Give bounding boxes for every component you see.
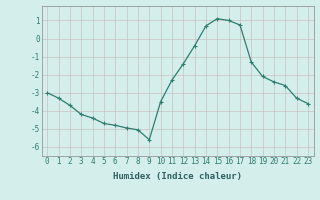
- X-axis label: Humidex (Indice chaleur): Humidex (Indice chaleur): [113, 172, 242, 181]
